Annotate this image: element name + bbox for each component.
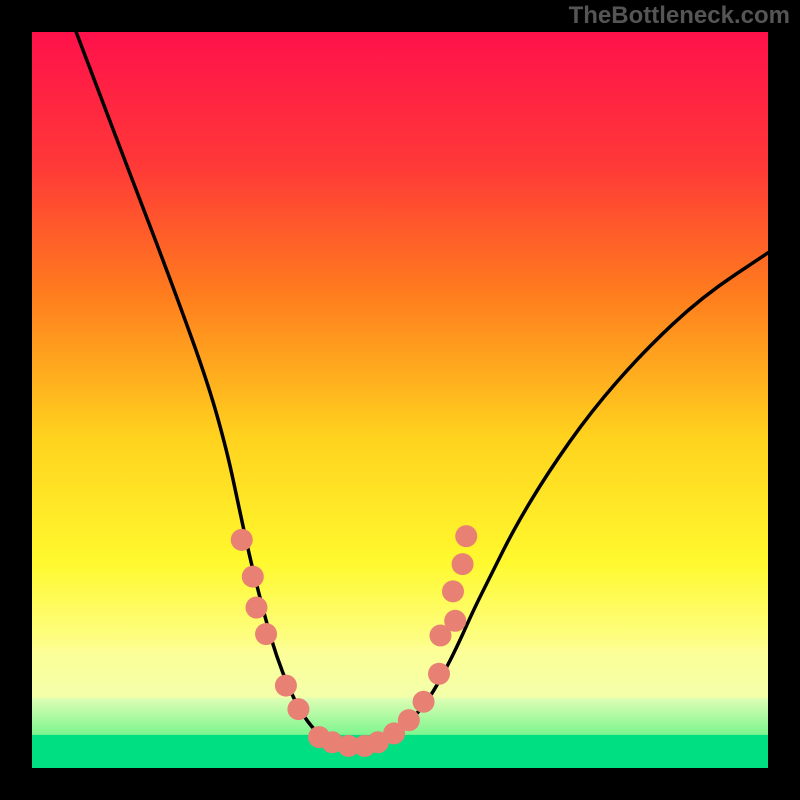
highlight-band: [32, 647, 768, 699]
data-marker: [455, 525, 477, 547]
data-marker: [428, 663, 450, 685]
data-marker: [245, 597, 267, 619]
watermark-text: TheBottleneck.com: [569, 2, 790, 30]
data-marker: [242, 566, 264, 588]
chart-frame: TheBottleneck.com: [0, 0, 800, 800]
data-marker: [287, 698, 309, 720]
data-marker: [413, 691, 435, 713]
data-marker: [442, 580, 464, 602]
border-right: [768, 0, 800, 800]
data-marker: [398, 709, 420, 731]
data-marker: [444, 610, 466, 632]
chart-svg: [0, 0, 800, 800]
data-marker: [275, 675, 297, 697]
data-marker: [255, 623, 277, 645]
border-bottom: [0, 768, 800, 800]
data-marker: [231, 529, 253, 551]
data-marker: [452, 553, 474, 575]
border-left: [0, 0, 32, 800]
